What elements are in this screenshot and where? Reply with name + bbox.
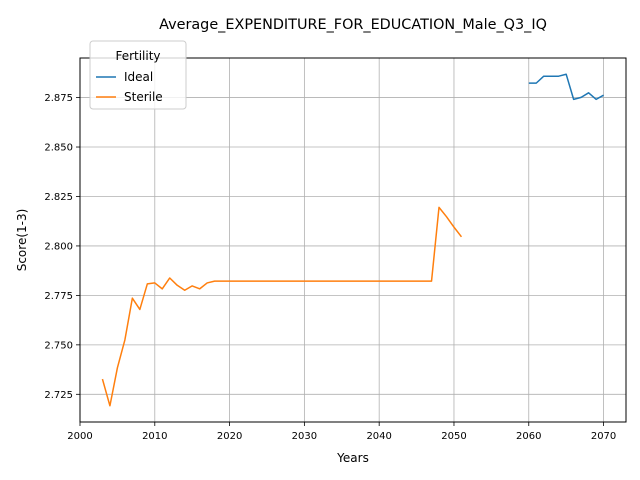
y-tick-label: 2.875	[44, 93, 73, 104]
plot-frame	[79, 57, 627, 423]
x-tick-label: 2040	[366, 431, 391, 442]
chart-title: Average_EXPENDITURE_FOR_EDUCATION_Male_Q…	[159, 17, 547, 33]
y-tick-label: 2.850	[44, 143, 73, 154]
x-tick-label: 2030	[292, 431, 317, 442]
series-lines	[101, 73, 604, 407]
legend: Fertility Ideal Sterile	[89, 40, 187, 110]
x-tick-label: 2070	[591, 431, 616, 442]
y-tick-label: 2.775	[44, 291, 73, 302]
series-line-ideal	[528, 73, 604, 101]
y-axis-ticks: 2.725 2.750 2.775 2.800 2.825 2.850 2.875	[44, 93, 80, 401]
y-tick-label: 2.725	[44, 390, 73, 401]
x-tick-label: 2000	[67, 431, 92, 442]
legend-label-ideal: Ideal	[124, 70, 153, 84]
y-tick-label: 2.825	[44, 192, 73, 203]
series-line-sterile	[101, 206, 463, 407]
y-axis-label: Score(1-3)	[15, 209, 29, 272]
legend-box	[89, 40, 187, 110]
grid-lines	[79, 58, 626, 422]
x-tick-label: 2020	[217, 431, 242, 442]
y-tick-label: 2.800	[44, 241, 73, 252]
x-tick-label: 2050	[441, 431, 466, 442]
legend-title: Fertility	[115, 49, 160, 63]
x-tick-label: 2010	[142, 431, 167, 442]
x-tick-label: 2060	[516, 431, 541, 442]
legend-label-sterile: Sterile	[124, 90, 163, 104]
y-tick-label: 2.750	[44, 340, 73, 351]
x-axis-ticks: 2000 2010 2020 2030 2040 2050 2060 2070	[67, 422, 616, 442]
x-axis-label: Years	[336, 451, 369, 465]
